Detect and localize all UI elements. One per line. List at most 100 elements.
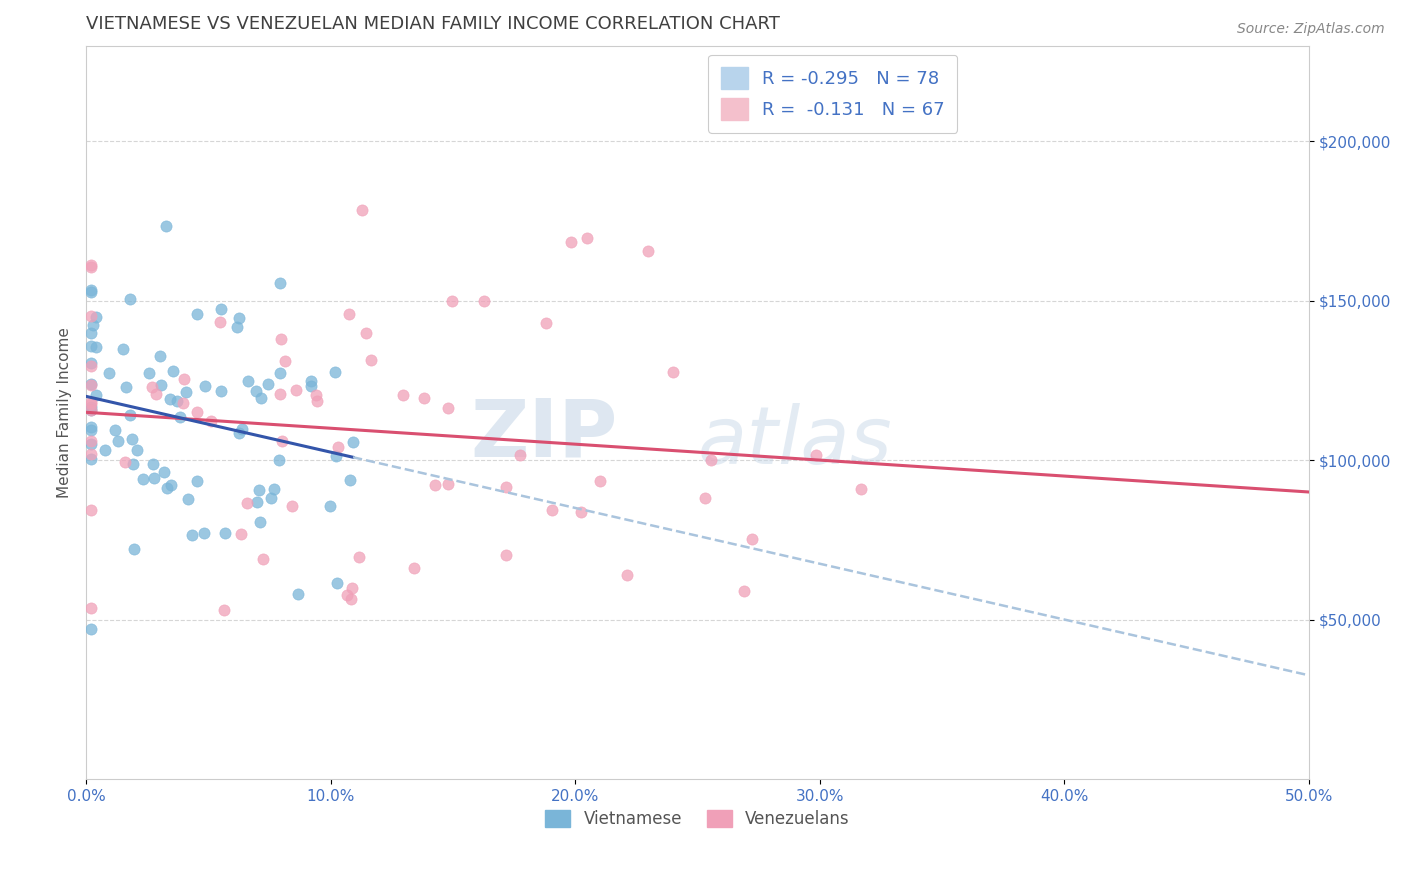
Point xyxy=(326,575,349,590)
Point xyxy=(149,378,172,392)
Point xyxy=(325,449,347,463)
Point xyxy=(495,548,517,562)
Point xyxy=(181,528,204,542)
Point xyxy=(80,285,103,299)
Point xyxy=(299,379,322,393)
Point xyxy=(162,364,184,378)
Point xyxy=(733,583,755,598)
Point xyxy=(115,380,138,394)
Point xyxy=(228,425,250,440)
Point xyxy=(741,532,763,546)
Point xyxy=(269,367,291,381)
Point xyxy=(269,386,291,401)
Point xyxy=(132,472,155,486)
Point xyxy=(495,480,517,494)
Point xyxy=(700,453,723,467)
Point xyxy=(153,465,176,479)
Text: VIETNAMESE VS VENEZUELAN MEDIAN FAMILY INCOME CORRELATION CHART: VIETNAMESE VS VENEZUELAN MEDIAN FAMILY I… xyxy=(86,15,780,33)
Point xyxy=(186,307,208,321)
Point xyxy=(107,434,129,448)
Point xyxy=(616,567,638,582)
Point xyxy=(155,219,177,234)
Point xyxy=(269,276,291,290)
Point xyxy=(186,474,208,488)
Point xyxy=(325,365,347,379)
Point xyxy=(319,499,342,513)
Point xyxy=(200,414,222,428)
Point xyxy=(177,492,200,507)
Point xyxy=(281,500,304,514)
Point xyxy=(138,366,160,380)
Point xyxy=(145,386,167,401)
Point xyxy=(326,440,349,454)
Point xyxy=(661,365,683,379)
Point xyxy=(360,352,382,367)
Point xyxy=(194,379,217,393)
Point xyxy=(127,443,149,458)
Point xyxy=(273,353,295,368)
Point xyxy=(245,384,267,398)
Point xyxy=(339,474,361,488)
Point xyxy=(104,423,127,437)
Point xyxy=(80,376,103,391)
Point xyxy=(214,525,236,540)
Point xyxy=(80,403,103,417)
Point xyxy=(257,377,280,392)
Point xyxy=(246,494,269,508)
Point xyxy=(226,320,249,334)
Point xyxy=(212,603,235,617)
Point xyxy=(287,587,309,601)
Point xyxy=(80,396,103,410)
Point xyxy=(166,394,188,409)
Point xyxy=(80,446,103,460)
Point xyxy=(250,391,273,405)
Point xyxy=(437,476,460,491)
Point xyxy=(229,527,252,541)
Y-axis label: Median Family Income: Median Family Income xyxy=(58,326,72,498)
Point xyxy=(267,453,290,467)
Point xyxy=(231,422,253,436)
Point xyxy=(849,483,872,497)
Point xyxy=(270,333,292,347)
Point xyxy=(560,235,582,250)
Point xyxy=(120,293,142,307)
Point xyxy=(80,434,103,449)
Point xyxy=(80,419,103,434)
Point xyxy=(141,380,163,394)
Point xyxy=(209,315,232,329)
Point xyxy=(80,400,103,414)
Point xyxy=(80,356,103,370)
Text: Source: ZipAtlas.com: Source: ZipAtlas.com xyxy=(1237,22,1385,37)
Point xyxy=(156,481,179,495)
Point xyxy=(339,592,361,607)
Point xyxy=(263,482,285,496)
Point xyxy=(423,478,446,492)
Point xyxy=(80,503,103,517)
Point xyxy=(122,541,145,556)
Point xyxy=(80,600,103,615)
Point xyxy=(173,372,195,386)
Point xyxy=(149,349,172,363)
Point xyxy=(80,452,103,467)
Point xyxy=(142,471,165,485)
Point xyxy=(80,437,103,451)
Point xyxy=(111,342,134,356)
Point xyxy=(247,483,270,497)
Point xyxy=(337,307,360,321)
Point xyxy=(80,394,103,409)
Point xyxy=(340,581,363,595)
Point xyxy=(84,388,107,402)
Point xyxy=(402,561,425,575)
Point xyxy=(305,393,328,408)
Point xyxy=(695,491,717,506)
Point xyxy=(209,301,232,316)
Point xyxy=(121,432,143,446)
Legend: Vietnamese, Venezuelans: Vietnamese, Venezuelans xyxy=(537,802,858,837)
Point xyxy=(270,434,292,448)
Point xyxy=(209,384,232,399)
Point xyxy=(80,402,103,417)
Point xyxy=(80,423,103,437)
Point xyxy=(509,448,531,462)
Point xyxy=(589,474,612,488)
Point xyxy=(305,388,328,402)
